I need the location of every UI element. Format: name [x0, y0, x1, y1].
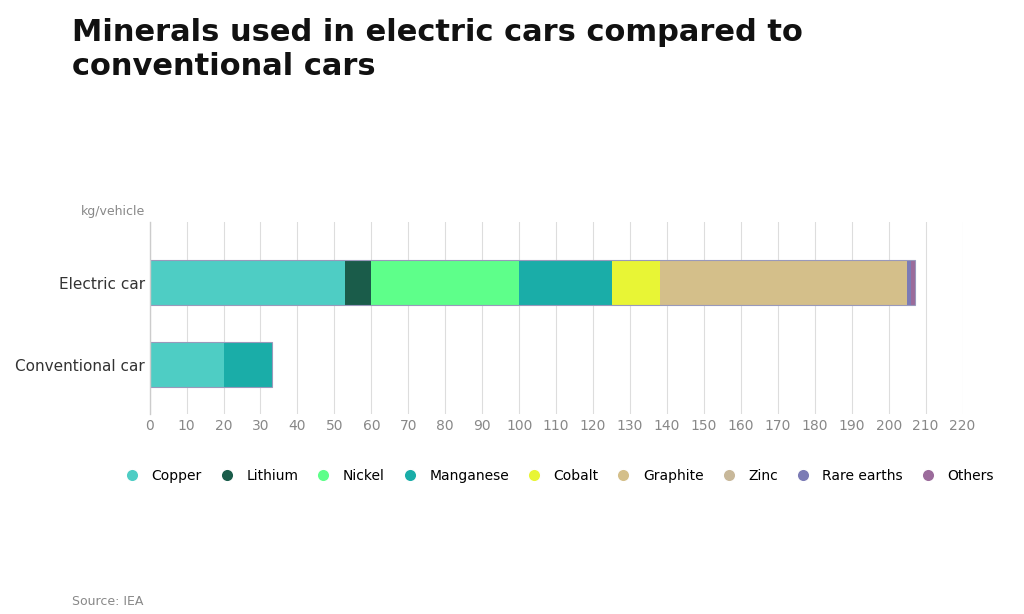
Text: kg/vehicle: kg/vehicle	[81, 205, 144, 218]
Bar	[611, 260, 659, 306]
Bar	[150, 260, 914, 306]
Bar	[659, 260, 907, 306]
Bar	[345, 260, 372, 306]
Bar	[372, 260, 519, 306]
Text: Source: IEA: Source: IEA	[72, 595, 143, 608]
Bar	[519, 260, 611, 306]
Text: Minerals used in electric cars compared to
conventional cars: Minerals used in electric cars compared …	[72, 18, 803, 81]
Bar	[150, 260, 345, 306]
Bar	[150, 342, 271, 387]
Bar	[150, 342, 223, 387]
Legend: Copper, Lithium, Nickel, Manganese, Cobalt, Graphite, Zinc, Rare earths, Others: Copper, Lithium, Nickel, Manganese, Coba…	[113, 463, 999, 488]
Bar	[907, 260, 910, 306]
Bar	[910, 260, 914, 306]
Bar	[223, 342, 271, 387]
